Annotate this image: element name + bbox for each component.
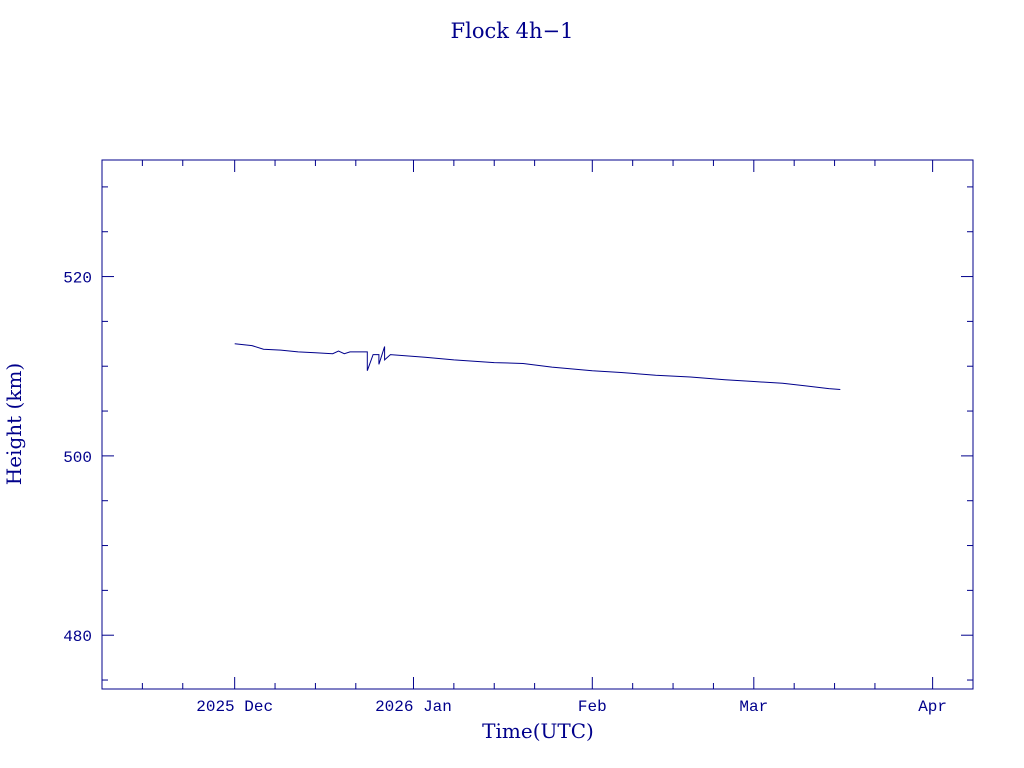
x-tick-labels: 2025 Dec 2026 Jan Feb Mar Apr bbox=[196, 698, 947, 716]
y-tick-label: 480 bbox=[63, 628, 92, 646]
series-line bbox=[234, 343, 841, 390]
plot-frame bbox=[101, 159, 974, 690]
x-tick-label: 2026 Jan bbox=[375, 698, 452, 716]
y-tick-labels: 480 500 520 bbox=[63, 270, 92, 647]
x-tick-label: 2025 Dec bbox=[196, 698, 273, 716]
y-tick-label: 500 bbox=[63, 449, 92, 467]
y-axis-label: Height (km) bbox=[2, 363, 26, 485]
x-tick-label: Feb bbox=[578, 698, 607, 716]
chart-title: Flock 4h−1 bbox=[451, 19, 574, 43]
y-tick-label: 520 bbox=[63, 270, 92, 288]
x-tick-label: Mar bbox=[739, 698, 768, 716]
x-axis-label: Time(UTC) bbox=[482, 719, 594, 743]
axis-ticks bbox=[102, 160, 973, 689]
x-tick-label: Apr bbox=[918, 698, 947, 716]
